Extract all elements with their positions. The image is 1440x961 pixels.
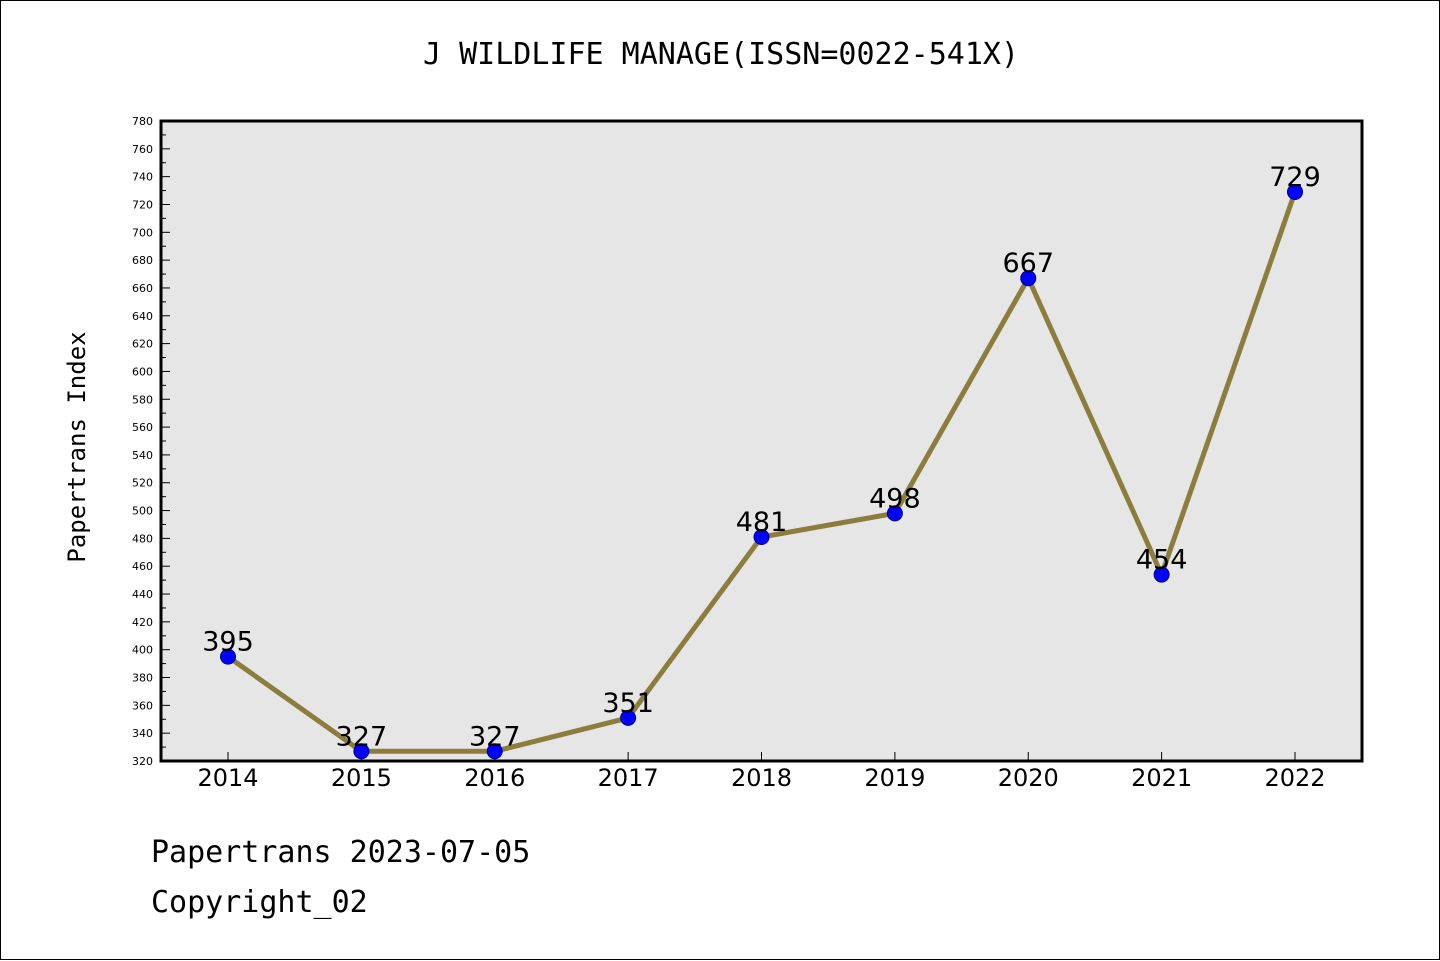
data-point: [1153, 566, 1170, 583]
x-tick-label: 2016: [464, 764, 525, 792]
y-tick-label: 680: [132, 254, 153, 267]
y-tick-label: 480: [132, 532, 153, 545]
x-tick-label: 2019: [864, 764, 925, 792]
data-label: 498: [869, 483, 921, 514]
data-point: [1287, 183, 1303, 200]
y-tick-label: 700: [132, 226, 153, 239]
data-point: [353, 743, 370, 760]
x-axis: 2014 2015 2016 2017 2018 2019 2020 2021 2022: [197, 752, 1326, 792]
data-point: [220, 648, 236, 665]
data-label: 395: [202, 627, 254, 658]
y-tick-label: 380: [132, 672, 153, 685]
y-tick-label: 760: [132, 143, 153, 156]
plot-area: [161, 121, 1362, 761]
series-markers: [220, 183, 1303, 760]
y-tick-label: 360: [132, 699, 153, 712]
y-tick-label: 720: [132, 198, 153, 211]
y-tick-label: 620: [132, 338, 153, 351]
y-tick-label: 740: [132, 171, 153, 184]
y-tick-label: 660: [132, 282, 153, 295]
y-tick-label: 320: [132, 755, 153, 768]
x-tick-label: 2014: [197, 764, 258, 792]
footer-copyright: Copyright_02: [151, 885, 368, 920]
x-tick-label: 2022: [1264, 764, 1325, 792]
x-tick-label: 2015: [331, 764, 392, 792]
y-tick-label: 500: [132, 505, 153, 518]
chart-title: J WILDLIFE MANAGE(ISSN=0022-541X): [422, 37, 1020, 72]
footer-date: Papertrans 2023-07-05: [151, 835, 531, 870]
y-tick-label: 460: [132, 560, 153, 573]
data-label: 327: [469, 721, 521, 752]
data-point: [753, 529, 770, 545]
y-tick-label: 520: [132, 477, 153, 490]
y-tick-label: 540: [132, 449, 153, 462]
y-tick-label: 400: [132, 644, 153, 657]
plot-frame: [159, 119, 1364, 763]
y-tick-label: 440: [132, 588, 153, 601]
y-tick-label: 580: [132, 393, 153, 406]
y-tick-label: 340: [132, 727, 153, 740]
data-point: [886, 505, 903, 522]
data-labels: 395 327 327 351 481 498 667 454 729: [202, 162, 1321, 752]
x-tick-label: 2021: [1131, 764, 1192, 792]
data-point: [486, 743, 503, 760]
y-tick-label: 420: [132, 616, 153, 629]
y-tick-label: 600: [132, 365, 153, 378]
data-label: 327: [336, 721, 388, 752]
x-tick-label: 2020: [998, 764, 1059, 792]
y-tick-label: 640: [132, 310, 153, 323]
y-axis: 320 340 360 380 400 420 440 460 480 500 520 540 560 5…: [132, 115, 170, 768]
x-tick-label: 2018: [731, 764, 792, 792]
data-label: 351: [602, 688, 654, 719]
data-point: [620, 709, 637, 726]
y-tick-label: 560: [132, 421, 153, 434]
data-label: 454: [1136, 545, 1188, 576]
y-tick-label: 780: [132, 115, 153, 128]
data-label: 729: [1269, 162, 1321, 193]
data-label: 667: [1002, 248, 1054, 279]
data-label: 481: [736, 507, 788, 538]
data-point: [1020, 270, 1037, 287]
x-tick-label: 2017: [598, 764, 659, 792]
